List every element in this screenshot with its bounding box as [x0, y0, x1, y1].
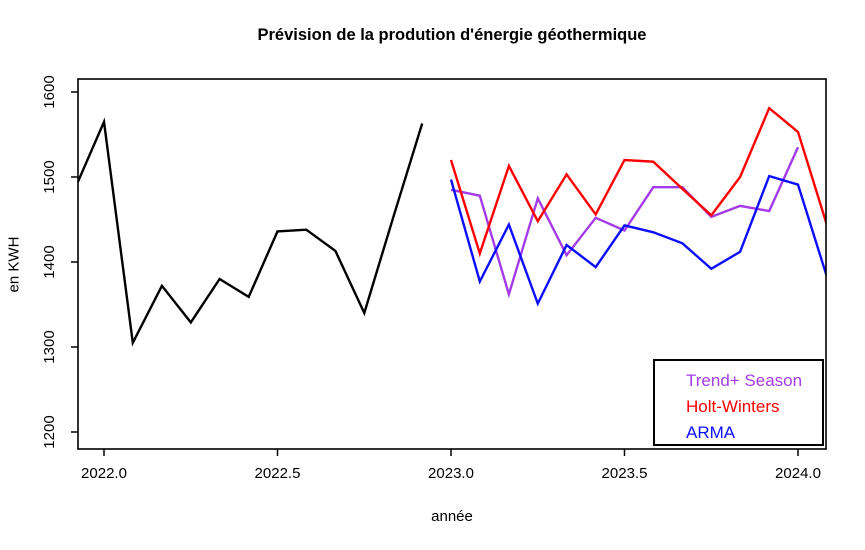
series-line-arma: [449, 174, 826, 307]
legend-item-trend-season: Trend+ Season: [686, 371, 803, 390]
y-axis-tick-label: 1400: [41, 245, 58, 278]
x-axis-tick-label: 2023.5: [602, 465, 648, 482]
x-axis-tick-label: 2022.5: [255, 465, 301, 482]
series-line-trend-season: [450, 146, 800, 299]
y-axis-tick-label: 1200: [41, 415, 58, 448]
plot-border: [77, 78, 827, 450]
y-axis-tick-label: 1600: [41, 75, 58, 108]
y-axis-tick-label: 1500: [41, 160, 58, 193]
x-axis-tick-label: 2022.0: [81, 465, 127, 482]
y-axis-tick-label: 1300: [41, 330, 58, 363]
series-line-observations: [78, 117, 424, 347]
series-line-holt-winters: [449, 106, 826, 258]
x-axis-label: année: [431, 508, 473, 525]
legend-box: Trend+ Season Holt-Winters ARMA: [653, 359, 824, 446]
legend-item-arma: ARMA: [686, 423, 736, 442]
legend-item-holt-winters: Holt-Winters: [686, 397, 780, 416]
y-axis-label: en KWH: [5, 236, 23, 293]
chart-title: Prévision de la prodution d'énergie géot…: [257, 26, 647, 44]
x-axis-tick-label: 2023.0: [428, 465, 474, 482]
x-axis-tick-label: 2024.0: [775, 465, 821, 482]
